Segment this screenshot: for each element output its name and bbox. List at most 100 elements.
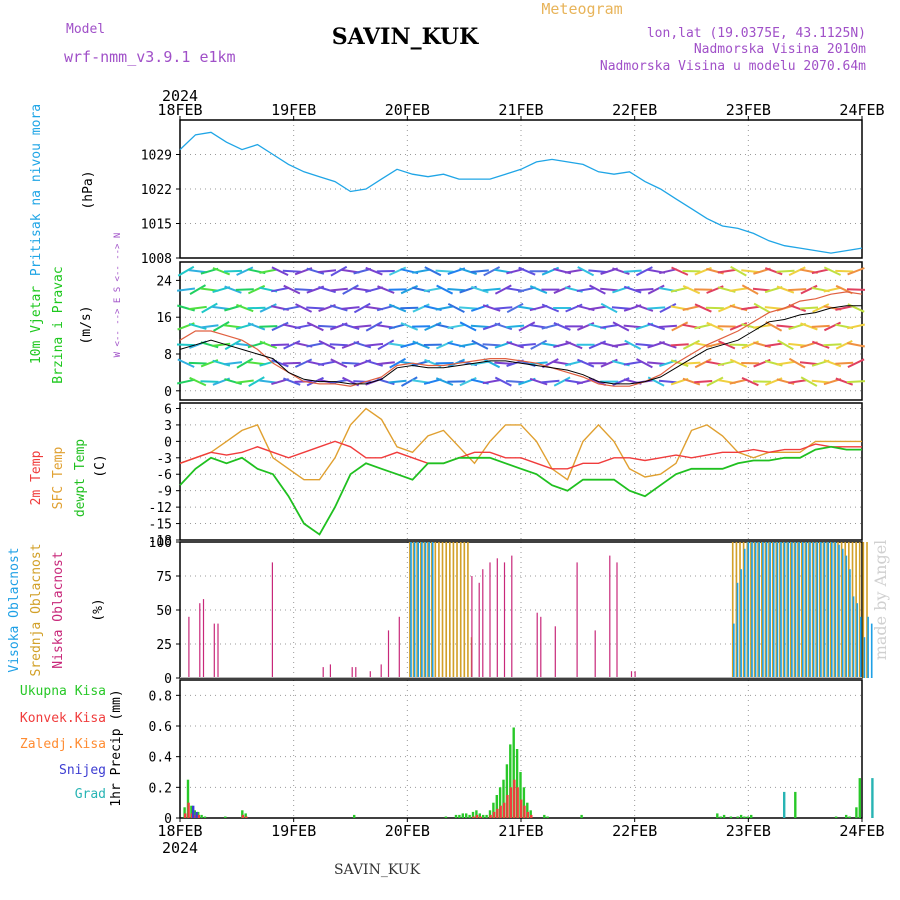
model-name: wrf-nmm_v3.9.1 e1km: [64, 48, 236, 66]
wind-barb: [577, 266, 595, 277]
wind-barb: [564, 268, 583, 274]
precip-bar: [729, 816, 733, 818]
wind-barb: [800, 376, 818, 387]
cloud-bar-mid: [811, 542, 814, 678]
wind-barb: [529, 361, 548, 365]
meteogram-title: Meteogram: [541, 0, 622, 18]
cloud-bar-high: [798, 542, 800, 678]
wind-barb: [729, 287, 748, 292]
wind-barb: [412, 268, 431, 274]
wind-barb: [459, 306, 478, 310]
wind-barb: [283, 377, 301, 386]
precip-bar: [523, 805, 526, 818]
wind-barb: [823, 266, 842, 276]
cloud-bar-mid: [742, 542, 745, 678]
wind-barb: [389, 357, 406, 369]
y-tick-label: 50: [156, 604, 172, 619]
header: Model wrf-nmm_v3.9.1 e1km SAVIN_KUK Mete…: [64, 0, 866, 74]
wind-barb: [729, 358, 748, 368]
wind-barb: [282, 269, 301, 273]
wind-barb: [482, 343, 501, 347]
cloud-bar-mid: [423, 542, 426, 678]
cloud-bar-high: [743, 548, 746, 678]
precip-bar: [515, 749, 519, 818]
wind-barb: [846, 380, 866, 384]
cloud-bar-mid: [449, 542, 451, 678]
wind-barb: [741, 376, 759, 387]
wind-barb: [471, 339, 489, 350]
cloud-bar-low: [594, 630, 596, 678]
wind-barb: [330, 265, 348, 277]
wind-barb: [623, 269, 642, 273]
wind-barb: [494, 306, 513, 310]
sfc-temp-line: [179, 407, 862, 481]
precip-bar: [719, 816, 722, 818]
cloud-bar-mid: [815, 542, 818, 678]
wind-barb: [717, 268, 736, 274]
y-tick-label: 0: [164, 672, 172, 687]
wind-barb: [600, 287, 619, 292]
cloud-bar-mid: [753, 542, 756, 678]
cloud-bar-low: [199, 603, 201, 678]
precip-bars: [183, 727, 874, 818]
wind-barb: [741, 269, 760, 274]
wind-barb: [447, 288, 466, 292]
wind-barb: [729, 378, 748, 385]
cloud-bar-low: [369, 671, 371, 678]
wind-barb: [823, 343, 842, 347]
model-elevation-label: Nadmorska Visina u modelu 2070.64m: [600, 59, 866, 74]
precip-bar: [498, 787, 502, 818]
panel-frame: [179, 402, 863, 541]
wind-barb: [612, 267, 630, 276]
wind-barb: [788, 266, 806, 277]
cloud-bar-mid: [445, 542, 448, 678]
wind-barb: [811, 268, 830, 275]
high-cloud-label: Visoka Oblacnost: [7, 547, 22, 672]
cloud-bar-low: [351, 667, 353, 678]
y-tick-label: -12: [149, 501, 172, 516]
precip-bar: [183, 807, 186, 818]
cloud-bar-low: [380, 664, 382, 678]
wind-barb: [635, 288, 654, 292]
cloud-bar-high: [802, 542, 804, 678]
wind-barb: [470, 285, 489, 294]
wind-barb: [718, 340, 736, 350]
wind-barb: [776, 285, 795, 294]
wind-barb: [553, 321, 571, 331]
cloud-bar-mid: [797, 542, 799, 678]
cloud-bar-mid: [731, 542, 734, 678]
precip-bar: [736, 816, 739, 818]
wind-barb: [846, 323, 866, 330]
precip-bar: [855, 807, 858, 818]
mid-cloud-label: Srednja Oblacnost: [29, 543, 44, 676]
day-label-top: 19FEB: [271, 101, 316, 119]
day-label-bottom: 22FEB: [612, 822, 657, 840]
precip-bar: [492, 802, 495, 818]
cloud-bar-high: [762, 542, 764, 678]
precip-legend-3: Snijeg: [59, 763, 106, 778]
cloud-bar-high: [776, 542, 779, 678]
wind-barb: [235, 288, 254, 291]
wind-barb: [482, 379, 501, 385]
wind-barb: [353, 341, 372, 349]
panel-4: 0 0.2 0.4 0.6 0.8: [149, 679, 874, 827]
y-tick-label: 8: [164, 348, 172, 363]
wind-barb: [506, 302, 524, 314]
model-label: Model: [66, 22, 105, 37]
cloud-bar-high: [751, 542, 753, 678]
precip-bar: [546, 816, 549, 818]
wind-barb: [741, 305, 760, 311]
cloud-bar-high: [845, 555, 848, 678]
wind-barb: [424, 266, 442, 277]
wind-barb: [811, 340, 830, 349]
year-bottom: 2024: [162, 839, 198, 857]
precip-bar: [245, 816, 248, 818]
pressure-unit: (hPa): [81, 170, 96, 209]
station-title: SAVIN_KUK: [332, 24, 479, 50]
wind-barb: [200, 324, 219, 329]
wind-barb: [294, 358, 313, 368]
y-tick-label: 0.4: [149, 751, 173, 766]
cloud-bar-mid: [456, 542, 458, 678]
wind-barb: [341, 306, 360, 310]
cloud-bar-high: [791, 542, 793, 678]
